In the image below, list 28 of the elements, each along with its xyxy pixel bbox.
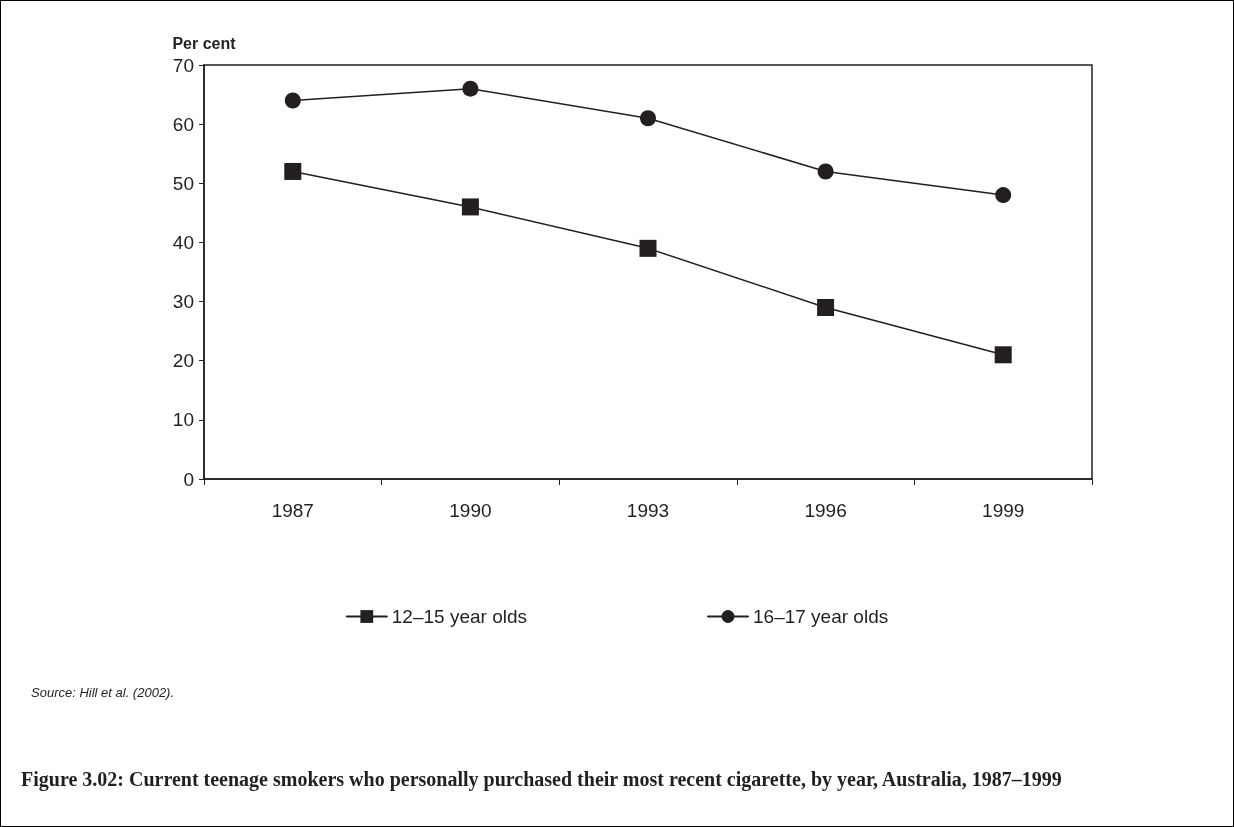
- y-tick-label: 10: [172, 409, 194, 431]
- point: [817, 163, 834, 180]
- x-tick-label: 1999: [982, 500, 1025, 521]
- point: [639, 239, 657, 257]
- y-axis-title: Per cent: [172, 34, 237, 52]
- point: [284, 92, 301, 109]
- x-tick-label: 1990: [449, 500, 492, 521]
- point: [461, 198, 479, 216]
- y-tick-label: 0: [183, 468, 194, 490]
- point: [817, 298, 835, 316]
- point: [462, 80, 479, 97]
- legend-label: 16–17 year olds: [753, 606, 889, 627]
- point: [284, 162, 302, 180]
- x-tick-label: 1996: [804, 500, 847, 521]
- x-tick-label: 1993: [626, 500, 670, 521]
- point: [995, 187, 1012, 204]
- source-note: Source: Hill et al. (2002).: [31, 685, 175, 700]
- y-tick-label: 30: [172, 291, 194, 313]
- text: Figure 3.02: Current teenage smokers who personally purchased their most recent cigarette, by year, Australia, 1987–1999: [21, 768, 1062, 791]
- y-tick-label: 70: [172, 54, 194, 76]
- legend-label: 12–15 year olds: [391, 606, 528, 627]
- x-tick-label: 1987: [271, 500, 314, 521]
- y-tick-label: 50: [172, 172, 194, 194]
- point: [640, 110, 656, 127]
- y-tick-label: 20: [172, 350, 194, 372]
- y-tick-label: 60: [172, 113, 194, 135]
- y-tick-label: 40: [172, 231, 194, 253]
- point: [994, 346, 1012, 364]
